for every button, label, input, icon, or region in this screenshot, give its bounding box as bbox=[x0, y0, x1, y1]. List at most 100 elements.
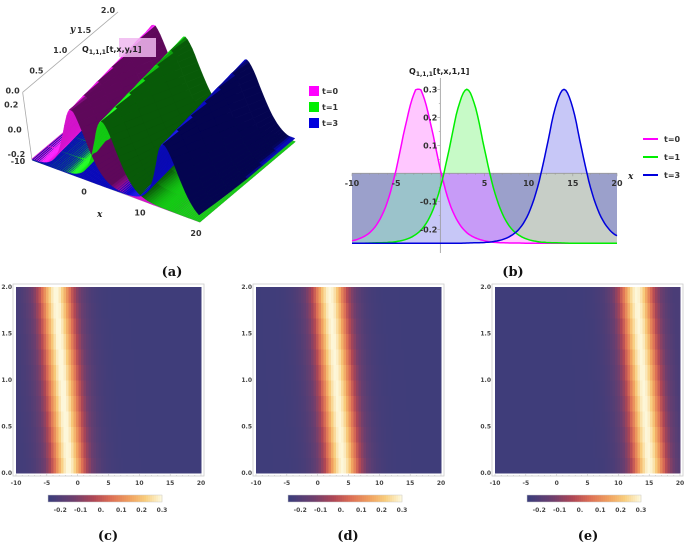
heatmap-cell bbox=[153, 411, 157, 428]
heatmap-cell bbox=[171, 380, 175, 397]
heatmap-cell bbox=[178, 302, 182, 319]
heatmap-cell bbox=[158, 411, 162, 428]
heatmap-cell bbox=[26, 380, 30, 397]
x-axis-label: x bbox=[627, 172, 634, 182]
x-tick-label: 10 bbox=[614, 480, 622, 487]
heatmap-cell bbox=[41, 302, 45, 319]
heatmap-cell bbox=[171, 287, 175, 304]
heatmap-cell bbox=[18, 333, 22, 350]
heatmap-cell bbox=[88, 380, 92, 397]
heatmap-cell bbox=[156, 411, 160, 428]
heatmap-cell bbox=[76, 411, 80, 428]
colorbar-segment bbox=[98, 495, 101, 502]
heatmap-cell bbox=[61, 442, 65, 459]
heatmap-cell bbox=[61, 395, 65, 412]
heatmap-cell bbox=[111, 457, 115, 474]
heatmap-cell bbox=[438, 380, 442, 397]
heatmap-cell bbox=[138, 364, 142, 381]
heatmap-cell bbox=[131, 302, 135, 319]
heatmap-cell bbox=[198, 318, 202, 335]
heatmap-cell bbox=[86, 457, 90, 474]
heatmap-cell bbox=[196, 380, 200, 397]
heatmap-cell bbox=[438, 287, 442, 304]
title-args: [t,x,y,1] bbox=[106, 45, 142, 54]
heatmap-cell bbox=[131, 333, 135, 350]
colorbar-segment bbox=[56, 495, 59, 502]
colorbar-segment bbox=[122, 495, 125, 502]
heatmap-cell bbox=[126, 302, 130, 319]
heatmap-cell bbox=[63, 395, 67, 412]
heatmap-cell bbox=[78, 411, 82, 428]
heatmap-cell bbox=[91, 287, 95, 304]
heatmap-cell bbox=[156, 442, 160, 459]
heatmap-cell bbox=[141, 442, 145, 459]
heatmap-cell bbox=[148, 411, 152, 428]
panel-c-density-plot: -10 -5 0 5 10 15 200.00.51.01.52.0-0.2 -0.1 0. 0.… bbox=[1, 283, 205, 514]
heatmap-cell bbox=[51, 411, 55, 428]
heatmap-cell bbox=[38, 426, 42, 443]
heatmap-cell bbox=[46, 442, 50, 459]
x-tick-label: 10 bbox=[135, 480, 143, 487]
heatmap-cell bbox=[28, 287, 32, 304]
y-tick-label: 0.5 bbox=[480, 424, 491, 431]
heatmap-cell bbox=[186, 287, 190, 304]
heatmap-cell bbox=[148, 302, 152, 319]
heatmap-cell bbox=[171, 318, 175, 335]
heatmap-cell bbox=[131, 442, 135, 459]
heatmap-cell bbox=[188, 318, 192, 335]
heatmap-cell bbox=[106, 380, 110, 397]
heatmap-cell bbox=[141, 302, 145, 319]
heatmap-cell bbox=[86, 411, 90, 428]
colorbar-segment bbox=[92, 495, 95, 502]
heatmap-cell bbox=[111, 333, 115, 350]
heatmap-cells bbox=[16, 287, 202, 474]
colorbar-segment bbox=[86, 495, 89, 502]
heatmap-cell bbox=[28, 411, 32, 428]
heatmap-cell bbox=[181, 411, 185, 428]
heatmap-cell bbox=[23, 442, 27, 459]
heatmap-cell bbox=[53, 333, 57, 350]
heatmap-cell bbox=[173, 287, 177, 304]
heatmap-cell bbox=[113, 380, 117, 397]
heatmap-cell bbox=[168, 426, 172, 443]
heatmap-cell bbox=[28, 426, 32, 443]
heatmap-cell bbox=[28, 364, 32, 381]
colorbar-segment bbox=[132, 495, 135, 502]
heatmap-cell bbox=[93, 287, 97, 304]
heatmap-cell bbox=[18, 287, 22, 304]
heatmap-cell bbox=[93, 442, 97, 459]
heatmap-cell bbox=[96, 426, 100, 443]
heatmap-cell bbox=[91, 349, 95, 366]
heatmap-cell bbox=[128, 442, 132, 459]
heatmap-cell bbox=[31, 380, 35, 397]
heatmap-cell bbox=[677, 426, 681, 443]
heatmap-cell bbox=[188, 302, 192, 319]
heatmap-cell bbox=[41, 380, 45, 397]
heatmap-cell bbox=[198, 411, 202, 428]
colorbar-segment bbox=[128, 495, 131, 502]
heatmap-cell bbox=[36, 395, 40, 412]
heatmap-cell bbox=[186, 411, 190, 428]
heatmap-cell bbox=[101, 302, 105, 319]
heatmap-cell bbox=[186, 318, 190, 335]
heatmap-cell bbox=[83, 302, 87, 319]
legend-swatch bbox=[309, 86, 319, 96]
heatmap-cell bbox=[93, 426, 97, 443]
heatmap-cell bbox=[168, 411, 172, 428]
colorbar-tick-label: 0.1 bbox=[595, 507, 606, 514]
heatmap-cell bbox=[161, 426, 165, 443]
heatmap-cell bbox=[126, 411, 130, 428]
x-tick-label: 0 bbox=[76, 480, 80, 487]
heatmap-cell bbox=[108, 287, 112, 304]
heatmap-cell bbox=[58, 318, 62, 335]
heatmap-cell bbox=[41, 426, 45, 443]
heatmap-cell bbox=[143, 287, 147, 304]
colorbar-segment bbox=[130, 495, 133, 502]
heatmap-cell bbox=[81, 426, 85, 443]
heatmap-cell bbox=[163, 457, 167, 474]
heatmap-cell bbox=[56, 333, 60, 350]
heatmap-cell bbox=[168, 333, 172, 350]
colorbar-segment bbox=[52, 495, 55, 502]
heatmap-cell bbox=[71, 457, 75, 474]
heatmap-cell bbox=[33, 333, 37, 350]
